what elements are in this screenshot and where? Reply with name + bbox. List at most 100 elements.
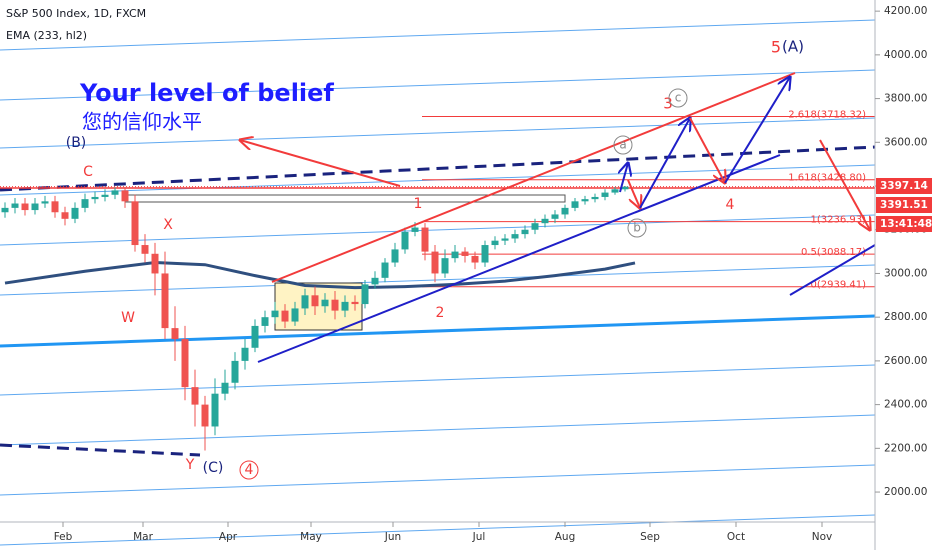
candle-body [271, 310, 279, 318]
candle-body [241, 347, 249, 361]
fib-label: 1(3236.93) [810, 215, 866, 226]
wave-label: W [121, 310, 135, 326]
candle-body [161, 273, 169, 329]
chart-title: S&P 500 Index, 1D, FXCM [6, 7, 146, 20]
x-tick-label: Jul [472, 531, 486, 543]
drawing-line [0, 464, 876, 496]
wave-circle [668, 88, 688, 108]
price-tag-label: 3391.51 [880, 199, 928, 211]
drawing-line [639, 118, 690, 209]
drawing-line [0, 69, 876, 101]
candle-body [121, 190, 129, 202]
price-tag-label: 3397.14 [880, 180, 928, 192]
price-tag [876, 216, 932, 232]
candle-body [401, 231, 409, 250]
candle-body [461, 251, 469, 256]
candle-body [361, 284, 369, 305]
candle-body [51, 201, 59, 213]
candle-body [591, 196, 599, 200]
candle-body [91, 196, 99, 200]
y-tick-label: 4200.00 [884, 5, 927, 17]
annotation: Your level of belief [79, 79, 334, 107]
drawing-line [0, 314, 876, 348]
x-tick-label: Apr [219, 531, 238, 543]
candle-body [531, 223, 539, 230]
wave-label: a [619, 138, 626, 152]
drawing-line [620, 163, 628, 193]
candle-body [601, 192, 609, 197]
x-tick-label: Sep [640, 531, 660, 543]
candle-body [371, 277, 379, 285]
candle-body [21, 203, 29, 211]
fib-label: 1.618(3428.80) [788, 173, 866, 184]
wave-label: (A) [782, 38, 804, 56]
candle-body [571, 201, 579, 208]
candle-body [141, 245, 149, 254]
candle-body [181, 339, 189, 388]
candle-body [151, 253, 159, 274]
drawing-line [689, 117, 725, 183]
candle-body [391, 249, 399, 263]
x-tick-label: May [300, 531, 322, 543]
y-tick-label: 4000.00 [884, 49, 927, 61]
y-tick-label: 3000.00 [884, 267, 927, 279]
candle-body [321, 299, 329, 307]
y-tick-label: 3800.00 [884, 93, 927, 105]
candle-body [251, 325, 259, 348]
candle-body [191, 387, 199, 405]
candle-body [341, 301, 349, 311]
price-tag [876, 197, 932, 213]
candle-body [61, 212, 69, 219]
indicator-label: EMA (233, hl2) [6, 29, 87, 42]
candle-body [561, 207, 569, 215]
candle-body [381, 262, 389, 278]
drawing-box [124, 194, 566, 203]
x-tick-label: Oct [727, 531, 745, 543]
drawing-line [0, 514, 876, 546]
drawing-line [0, 19, 876, 51]
candle-body [41, 201, 49, 204]
annotation-cn: 您的信仰水平 [82, 110, 202, 134]
wave-circle [627, 218, 647, 238]
candle-body [31, 203, 39, 211]
candle-body [551, 214, 559, 219]
wave-circle [613, 135, 633, 155]
candle-body [511, 234, 519, 239]
drawing-line [789, 244, 876, 296]
price-tag-label: 13:41:48 [880, 218, 932, 230]
x-tick-label: Nov [812, 531, 833, 543]
drawing-line [0, 145, 876, 192]
candle-body [621, 186, 629, 190]
drawing-line [271, 72, 796, 283]
drawing-line [0, 117, 876, 149]
candle-body [611, 189, 619, 193]
wave-label: b [633, 221, 641, 235]
candle-body [291, 308, 299, 322]
y-tick-label: 3600.00 [884, 136, 927, 148]
wave-label: X [163, 217, 173, 233]
candle-body [471, 255, 479, 263]
candle-body [491, 240, 499, 246]
drawing-line [0, 214, 876, 246]
y-tick-label: 2600.00 [884, 355, 927, 367]
wave-label: (C) [203, 460, 224, 476]
price-axis-bg [875, 0, 932, 550]
candle-body [111, 190, 119, 195]
candle-body [1, 207, 9, 213]
candle-body [281, 310, 289, 322]
drawing-line [240, 140, 401, 187]
drawing-box [274, 282, 363, 331]
wave-circle [239, 460, 259, 480]
x-tick-label: Feb [54, 531, 73, 543]
candle-body [201, 404, 209, 427]
wave-label: Y [185, 457, 195, 473]
candle-body [481, 245, 489, 263]
y-tick-label: 2200.00 [884, 442, 927, 454]
y-tick-label: 2000.00 [884, 486, 927, 498]
x-tick-label: Mar [133, 531, 153, 543]
fib-label: 0.5(3088.17) [801, 247, 866, 258]
price-tag [876, 178, 932, 194]
candle-body [521, 229, 529, 235]
